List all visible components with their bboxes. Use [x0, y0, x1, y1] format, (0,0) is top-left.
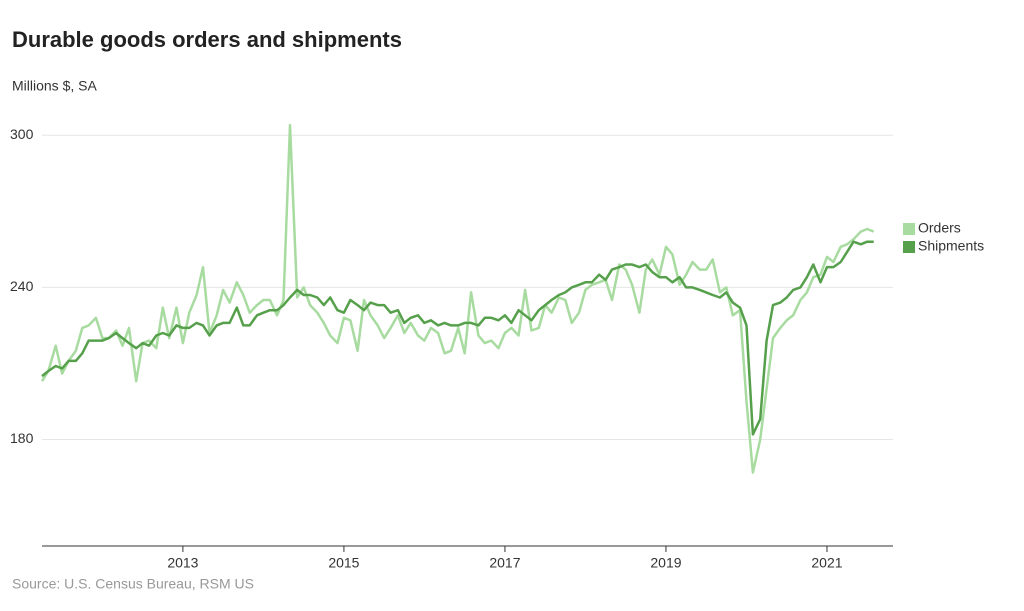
legend-swatch: [903, 223, 915, 235]
chart-title: Durable goods orders and shipments: [12, 27, 402, 52]
y-tick-label: 240: [10, 278, 34, 294]
x-tick-label: 2017: [489, 555, 520, 571]
legend-label: Shipments: [918, 238, 984, 254]
legend-label: Orders: [918, 220, 961, 236]
subtitle: Millions $, SA: [12, 78, 97, 94]
series-line: [40, 123, 875, 474]
legend-swatch: [903, 241, 915, 253]
source: Source: U.S. Census Bureau, RSM US: [12, 576, 254, 592]
x-tick-label: 2015: [328, 555, 359, 571]
series-line: [41, 240, 874, 436]
x-tick-label: 2013: [167, 555, 198, 571]
y-tick-label: 180: [10, 430, 34, 446]
x-tick-label: 2019: [650, 555, 681, 571]
x-tick-label: 2021: [811, 555, 842, 571]
y-tick-label: 300: [10, 126, 34, 142]
